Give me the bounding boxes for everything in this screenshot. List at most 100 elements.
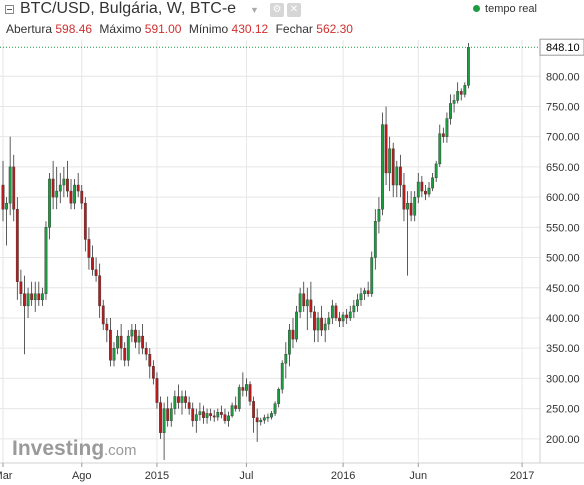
- last-price-box: [539, 38, 584, 56]
- candle: [402, 172, 406, 222]
- candle-body: [327, 317, 331, 325]
- candle: [126, 330, 130, 367]
- candle-body: [87, 239, 91, 258]
- close-value: 562.30: [316, 22, 353, 36]
- candle: [334, 302, 338, 321]
- high-label: Máximo: [99, 22, 142, 36]
- x-axis: Mar Ago 2015 Jul 2016 Jun 2017: [0, 463, 534, 482]
- candle: [212, 409, 216, 422]
- candle: [245, 378, 248, 397]
- candle-body: [463, 85, 467, 95]
- candle-body: [252, 401, 255, 418]
- y-tick-label: 650.00: [546, 162, 580, 174]
- candle: [431, 172, 434, 192]
- candle-body: [248, 384, 252, 402]
- candle: [377, 197, 381, 234]
- candle: [348, 305, 352, 321]
- candle: [441, 127, 445, 143]
- candle: [381, 112, 384, 216]
- candle: [162, 402, 166, 460]
- candle-body: [5, 202, 8, 210]
- candle: [5, 197, 8, 246]
- candle-body: [101, 305, 105, 325]
- candle: [237, 384, 241, 412]
- candle: [169, 402, 173, 427]
- candle-body: [309, 299, 313, 313]
- collapse-icon[interactable]: [5, 5, 14, 14]
- candle: [291, 317, 295, 349]
- candle-body: [391, 148, 395, 186]
- candle: [76, 172, 80, 198]
- candle-body: [416, 181, 420, 198]
- candle: [373, 209, 377, 270]
- watermark-main: Investing: [12, 437, 104, 460]
- candle-body: [302, 293, 306, 307]
- candle: [108, 317, 112, 367]
- candle: [338, 311, 341, 328]
- candle-body: [320, 317, 324, 331]
- candle: [323, 317, 327, 343]
- candle: [194, 408, 198, 433]
- candle: [159, 396, 162, 439]
- candle: [8, 136, 12, 216]
- candle: [116, 330, 119, 355]
- candle: [384, 106, 388, 186]
- ohlc-readout: Abertura 598.46 Máximo 591.00 Mínimo 430…: [6, 22, 357, 36]
- candle: [463, 82, 467, 98]
- candle-body: [402, 184, 406, 210]
- chart-title: BTC/USD, Bulgária, W, BTC-e: [20, 0, 237, 17]
- y-tick-label: 800.00: [546, 71, 580, 83]
- candle: [144, 342, 148, 361]
- candle: [320, 305, 324, 337]
- candle-body: [55, 190, 59, 198]
- candle: [15, 197, 19, 300]
- x-tick-label: Jun: [409, 470, 427, 482]
- candles: [1, 43, 470, 460]
- candle: [313, 305, 316, 343]
- dropdown-caret-icon[interactable]: ▼: [250, 5, 259, 15]
- candle: [427, 182, 431, 198]
- candle-body: [219, 412, 223, 415]
- candle: [252, 396, 255, 433]
- candle-body: [123, 347, 127, 361]
- candle-body: [216, 412, 220, 418]
- candle: [40, 287, 44, 306]
- candle: [459, 88, 463, 101]
- close-icon[interactable]: ✕: [287, 3, 301, 17]
- candle: [101, 299, 105, 331]
- candle-body: [298, 293, 302, 313]
- candle: [330, 299, 334, 325]
- candle: [37, 281, 41, 306]
- candle-body: [1, 184, 5, 210]
- candle-body: [388, 148, 392, 174]
- candle-body: [205, 413, 209, 418]
- settings-icon[interactable]: ⚙: [270, 3, 284, 17]
- candle-body: [406, 202, 409, 210]
- candle-body: [223, 414, 227, 421]
- x-tick-label: 2017: [510, 470, 534, 482]
- candle: [241, 372, 245, 397]
- candle: [388, 136, 392, 192]
- candle: [302, 281, 306, 312]
- candle: [416, 172, 420, 204]
- candle: [280, 360, 284, 394]
- candle-body: [245, 384, 248, 391]
- candle: [363, 287, 366, 300]
- candle: [137, 330, 141, 355]
- candle-body: [398, 166, 402, 186]
- candle-body: [126, 335, 130, 361]
- candle-body: [259, 419, 263, 423]
- candle-body: [316, 317, 320, 331]
- candle: [370, 251, 374, 297]
- candle-body: [166, 408, 170, 421]
- x-tick-label: Mar: [0, 470, 13, 482]
- y-tick-label: 200.00: [546, 434, 580, 446]
- candle-body: [187, 402, 191, 409]
- candle-body: [381, 124, 384, 210]
- candle-body: [449, 103, 452, 119]
- candle-body: [58, 184, 62, 192]
- y-axis: 200.00 250.00 300.00 350.00 400.00 450.00 500.…: [546, 71, 580, 446]
- candle-body: [173, 396, 177, 409]
- candle: [434, 160, 438, 183]
